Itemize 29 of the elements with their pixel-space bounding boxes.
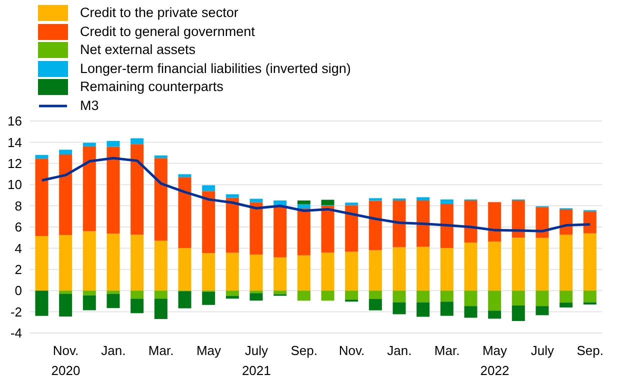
x-tick-label: Mar. <box>148 343 174 358</box>
y-tick-label: 0 <box>14 283 22 298</box>
y-tick-label: 12 <box>8 156 22 172</box>
legend-label: M3 <box>80 96 99 114</box>
legend-label: Remaining counterparts <box>80 78 224 96</box>
x-tick-label: July 2021 <box>242 343 271 378</box>
legend-label: Longer-term financial liabilities (inverted sign) <box>80 60 351 78</box>
y-tick-label: 16 <box>8 114 22 129</box>
x-tick-label: Sep. <box>576 343 604 358</box>
x-tick-label: Nov. <box>338 343 365 358</box>
x-tick-label: May 2022 <box>480 343 510 378</box>
y-tick-label: 8 <box>14 198 22 214</box>
legend-label: Credit to general government <box>80 22 255 41</box>
x-tick-label: Nov. 2020 <box>51 343 80 378</box>
y-tick-label: 10 <box>8 177 22 192</box>
legend-label: Credit to the private sector <box>80 4 238 22</box>
y-tick-label: -4 <box>10 326 22 341</box>
y-tick-label: 6 <box>14 220 22 235</box>
y-tick-label: 2 <box>14 262 22 278</box>
x-tick-label: Jan. <box>101 343 126 358</box>
x-tick-label: July <box>530 343 554 358</box>
x-tick-label: May <box>196 343 222 358</box>
y-tick-label: 14 <box>8 134 22 150</box>
x-tick-label: Jan. <box>387 343 412 358</box>
x-tick-label: Sep. <box>290 343 318 358</box>
x-tick-label: Mar. <box>434 343 460 358</box>
y-tick-label: -2 <box>10 304 22 320</box>
legend-label: Net external assets <box>80 41 196 59</box>
y-tick-label: 4 <box>14 240 22 256</box>
